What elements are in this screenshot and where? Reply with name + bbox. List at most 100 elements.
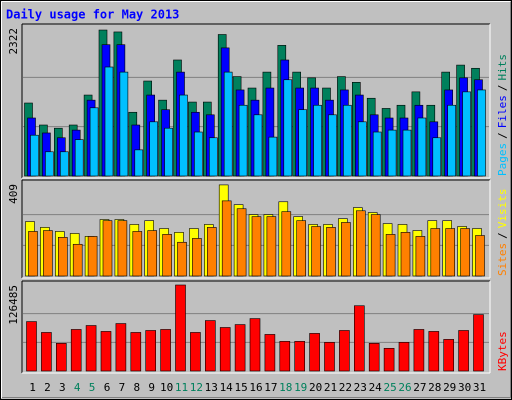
x-tick-label: 30 xyxy=(458,381,471,394)
bar xyxy=(55,343,67,372)
bar xyxy=(283,79,293,177)
bar xyxy=(313,104,322,177)
bar xyxy=(160,329,171,372)
x-tick-label: 29 xyxy=(443,381,456,394)
bar xyxy=(462,91,471,177)
bar xyxy=(339,330,350,372)
bar xyxy=(460,228,470,277)
legend-entry: Files xyxy=(496,95,509,128)
bar xyxy=(294,341,306,372)
x-tick-label: 19 xyxy=(294,381,307,394)
bar xyxy=(102,220,113,277)
bar xyxy=(343,104,352,177)
bar xyxy=(115,323,127,372)
legend-entry: Hits xyxy=(496,54,509,81)
legend-separator: / xyxy=(496,132,509,139)
bar xyxy=(447,104,457,177)
bar xyxy=(357,121,367,177)
bar xyxy=(279,341,291,372)
bar xyxy=(192,238,202,277)
bar xyxy=(119,71,129,177)
x-tick-label: 27 xyxy=(413,381,426,394)
bar xyxy=(370,214,381,277)
bar xyxy=(219,327,231,372)
bar xyxy=(177,241,187,277)
x-tick-label: 1 xyxy=(29,381,36,394)
bar xyxy=(72,243,83,277)
x-tick-label: 9 xyxy=(148,381,155,394)
bar xyxy=(264,334,276,372)
bar xyxy=(458,330,469,372)
bar xyxy=(205,320,216,372)
bar xyxy=(145,330,156,372)
bar xyxy=(326,227,336,277)
bar xyxy=(475,235,485,277)
bar xyxy=(251,216,262,277)
bar xyxy=(234,324,246,372)
legend: Sites / Visits xyxy=(496,189,509,277)
bar xyxy=(162,234,172,277)
x-tick-label: 23 xyxy=(354,381,367,394)
bar xyxy=(147,230,157,277)
x-tick-label: 14 xyxy=(220,381,234,394)
bar xyxy=(296,220,307,277)
bar xyxy=(328,114,337,177)
legend-entry: Pages xyxy=(496,143,509,176)
bar xyxy=(445,228,456,277)
bar xyxy=(87,236,98,277)
bar xyxy=(130,332,142,372)
bar xyxy=(190,332,201,372)
legend-separator: / xyxy=(496,232,509,239)
bar xyxy=(417,117,427,177)
bar xyxy=(207,227,217,277)
bar xyxy=(164,127,173,177)
bar xyxy=(100,331,112,372)
x-tick-label: 5 xyxy=(89,381,96,394)
x-tick-label: 2 xyxy=(44,381,51,394)
x-tick-label: 11 xyxy=(175,381,188,394)
x-tick-label: 28 xyxy=(428,381,441,394)
x-tick-label: 10 xyxy=(160,381,173,394)
legend-entry: Visits xyxy=(496,189,509,229)
bar xyxy=(477,89,486,177)
x-tick-label: 25 xyxy=(383,381,396,394)
bar xyxy=(268,136,278,177)
bar xyxy=(428,331,440,372)
bar xyxy=(221,200,232,277)
legend-separator: / xyxy=(496,85,509,92)
bar xyxy=(223,71,233,177)
x-tick-label: 18 xyxy=(279,381,292,394)
x-tick-label: 6 xyxy=(104,381,111,394)
y-tick-label: 409 xyxy=(7,184,20,204)
bar xyxy=(209,137,218,177)
bar xyxy=(45,151,54,177)
bar xyxy=(402,129,412,177)
bar xyxy=(473,314,484,372)
bar xyxy=(28,231,38,277)
bar xyxy=(74,139,84,177)
bar xyxy=(59,151,69,177)
bar xyxy=(341,222,351,277)
bar xyxy=(432,137,442,177)
bar xyxy=(253,114,263,177)
x-tick-label: 20 xyxy=(309,381,322,394)
y-tick-label: 2322 xyxy=(7,28,20,55)
x-tick-label: 16 xyxy=(249,381,262,394)
x-tick-label: 3 xyxy=(59,381,66,394)
bar xyxy=(26,321,37,372)
y-tick-label: 126485 xyxy=(7,285,20,325)
bar xyxy=(398,342,410,372)
x-tick-label: 13 xyxy=(205,381,218,394)
x-tick-label: 21 xyxy=(324,381,337,394)
bar xyxy=(324,342,335,372)
bar xyxy=(70,329,82,372)
bar xyxy=(372,131,382,177)
bar xyxy=(368,343,380,372)
x-tick-label: 15 xyxy=(234,381,247,394)
x-tick-label: 24 xyxy=(369,381,383,394)
bar xyxy=(134,149,144,177)
bar xyxy=(400,232,411,277)
x-tick-label: 31 xyxy=(473,381,486,394)
bar xyxy=(57,237,68,277)
